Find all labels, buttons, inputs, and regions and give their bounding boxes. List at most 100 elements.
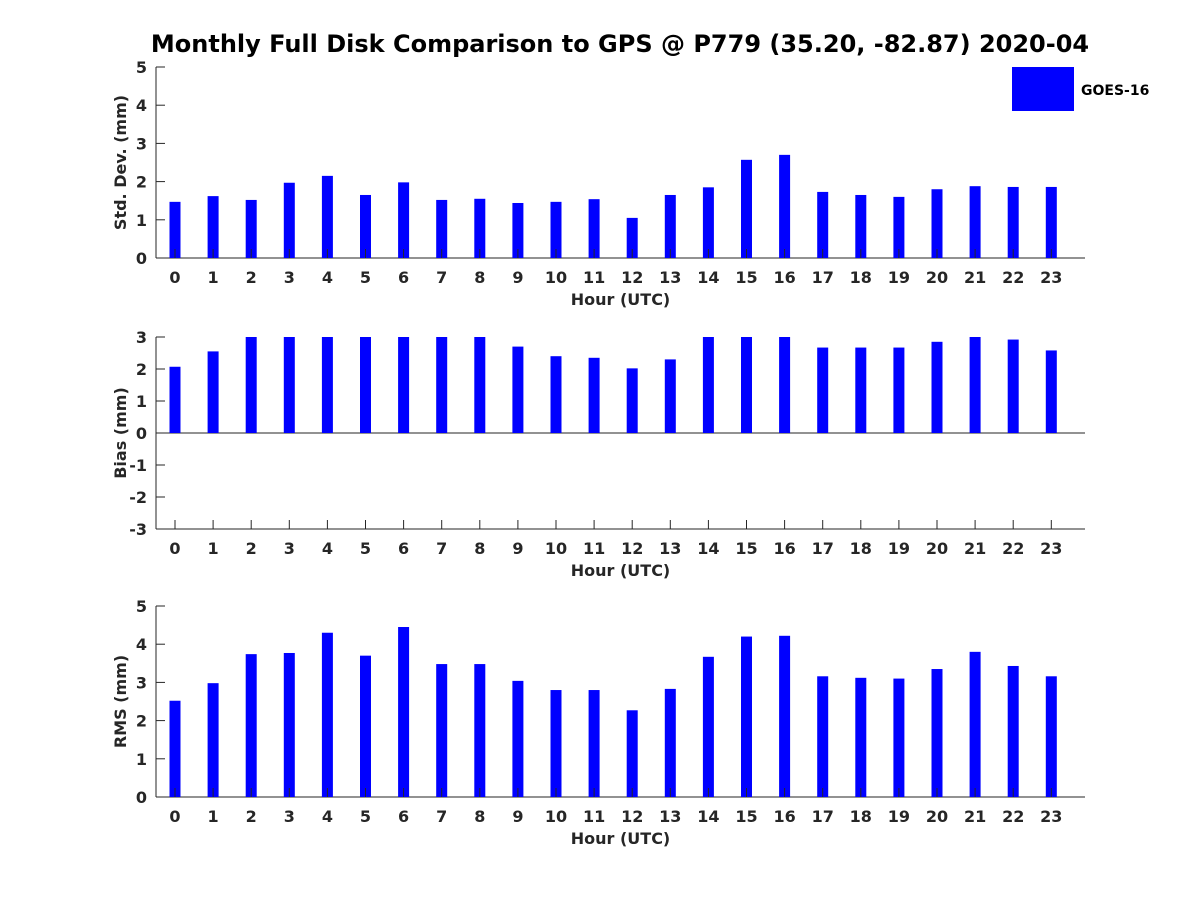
panel-2-x-tick-label: 3 bbox=[284, 539, 295, 558]
panel-1-x-tick-label: 8 bbox=[474, 268, 485, 287]
panel-2-bar-hour-5 bbox=[360, 337, 371, 433]
panel-1-bar-hour-11 bbox=[588, 199, 600, 258]
panel-3-bar-hour-11 bbox=[588, 690, 600, 797]
panel-1-bar-hour-21 bbox=[969, 186, 981, 258]
panel-3-x-tick-label: 7 bbox=[436, 807, 447, 826]
panel-2-bar-hour-2 bbox=[245, 337, 257, 433]
panel-2-x-tick-label: 23 bbox=[1040, 539, 1062, 558]
panel-2-x-tick-label: 20 bbox=[926, 539, 948, 558]
panel-3-x-tick-label: 21 bbox=[964, 807, 986, 826]
panel-2-x-tick-label: 19 bbox=[888, 539, 910, 558]
panel-3-x-tick-label: 3 bbox=[284, 807, 295, 826]
panel-3-x-tick-label: 15 bbox=[735, 807, 757, 826]
panel-2-bar-hour-12 bbox=[626, 368, 638, 433]
panel-2-x-tick-label: 4 bbox=[322, 539, 333, 558]
panel-1-y-tick-label: 5 bbox=[136, 58, 147, 77]
panel-1-y-tick-label: 1 bbox=[136, 211, 147, 230]
panel-1-bar-hour-9 bbox=[512, 202, 524, 258]
panel-2-y-tick-label: 1 bbox=[136, 392, 147, 411]
panel-1-x-tick-label: 20 bbox=[926, 268, 948, 287]
panel-2-bar-hour-13 bbox=[664, 359, 676, 433]
panel-1-x-tick-label: 0 bbox=[169, 268, 180, 287]
panel-1-x-tick-label: 23 bbox=[1040, 268, 1062, 287]
panel-3-bar-hour-16 bbox=[779, 635, 791, 797]
panel-1-x-tick-label: 1 bbox=[208, 268, 219, 287]
panel-2-x-tick-label: 7 bbox=[436, 539, 447, 558]
panel-1-bar-hour-6 bbox=[398, 182, 410, 258]
panel-3-y-tick-label: 1 bbox=[136, 750, 147, 769]
panel-3-x-tick-label: 4 bbox=[322, 807, 333, 826]
figure-title: Monthly Full Disk Comparison to GPS @ P7… bbox=[150, 30, 1090, 58]
panel-2-x-tick-label: 13 bbox=[659, 539, 681, 558]
panel-1-bar-hour-3 bbox=[283, 182, 295, 258]
panel-1-x-tick-label: 11 bbox=[583, 268, 605, 287]
panel-1-x-tick-label: 6 bbox=[398, 268, 409, 287]
legend-swatch-goes-16 bbox=[1012, 67, 1074, 111]
panel-2-y-tick-label: -3 bbox=[129, 520, 147, 539]
panel-1-y-tick-label: 4 bbox=[136, 96, 147, 115]
panel-2-bar-hour-4 bbox=[321, 337, 333, 433]
panel-3-y-tick-label: 3 bbox=[136, 673, 147, 692]
panel-3-bar-hour-3 bbox=[283, 652, 295, 797]
panel-2-bar-hour-20 bbox=[931, 341, 943, 433]
panel-1-bar-hour-5 bbox=[360, 194, 371, 258]
panel-3-y-tick-label: 4 bbox=[136, 635, 147, 654]
panel-1-y-axis-title: Std. Dev. (mm) bbox=[111, 95, 130, 230]
panel-1-x-tick-label: 21 bbox=[964, 268, 986, 287]
panel-2-bar-hour-1 bbox=[207, 351, 219, 433]
panel-3-x-tick-label: 1 bbox=[208, 807, 219, 826]
panel-1-y-tick-label: 0 bbox=[136, 249, 147, 268]
panel-1-x-tick-label: 2 bbox=[246, 268, 257, 287]
panel-2-x-tick-label: 8 bbox=[474, 539, 485, 558]
panel-2-y-tick-label: -2 bbox=[129, 488, 147, 507]
panel-2-bar-hour-19 bbox=[893, 347, 905, 433]
panel-3-x-tick-label: 6 bbox=[398, 807, 409, 826]
panel-3-x-tick-label: 10 bbox=[545, 807, 567, 826]
panel-1-bar-hour-4 bbox=[321, 175, 333, 258]
panel-3-bar-hour-22 bbox=[1007, 665, 1019, 797]
panel-3-x-tick-label: 0 bbox=[169, 807, 180, 826]
panel-2-y-axis-title: Bias (mm) bbox=[111, 387, 130, 479]
panel-3-x-tick-label: 8 bbox=[474, 807, 485, 826]
panel-2-x-tick-label: 18 bbox=[850, 539, 872, 558]
panel-2-bar-hour-8 bbox=[474, 337, 486, 433]
panel-2-bar-hour-21 bbox=[969, 337, 981, 433]
panel-2-y-tick-label: 3 bbox=[136, 328, 147, 347]
panel-2-bar-hour-10 bbox=[550, 356, 562, 433]
panel-3-x-tick-label: 17 bbox=[812, 807, 834, 826]
panel-2-x-tick-label: 16 bbox=[773, 539, 795, 558]
panel-1-x-tick-label: 22 bbox=[1002, 268, 1024, 287]
panel-2-x-tick-label: 10 bbox=[545, 539, 567, 558]
panel-3-x-tick-label: 16 bbox=[773, 807, 795, 826]
panel-1-bar-hour-23 bbox=[1045, 186, 1057, 258]
panel-2-y-tick-label: -1 bbox=[129, 456, 147, 475]
panel-3-bar-hour-5 bbox=[360, 655, 371, 797]
panel-3-x-tick-label: 22 bbox=[1002, 807, 1024, 826]
panel-3-x-axis-title: Hour (UTC) bbox=[571, 829, 671, 848]
panel-1-x-tick-label: 18 bbox=[850, 268, 872, 287]
panel-1-x-tick-label: 13 bbox=[659, 268, 681, 287]
panel-3-bar-hour-7 bbox=[436, 664, 448, 797]
panel-2-bar-hour-18 bbox=[855, 347, 867, 433]
panel-1-x-tick-label: 4 bbox=[322, 268, 333, 287]
panel-1-x-tick-label: 17 bbox=[812, 268, 834, 287]
panel-3-bar-hour-9 bbox=[512, 680, 524, 797]
panel-2-x-tick-label: 9 bbox=[512, 539, 523, 558]
panel-1-bar-hour-7 bbox=[436, 199, 448, 258]
panel-2-bar-hour-11 bbox=[588, 357, 600, 433]
panel-2-bar-hour-0 bbox=[169, 366, 181, 433]
panel-3-bar-hour-19 bbox=[893, 678, 905, 797]
panel-2-bar-hour-15 bbox=[741, 337, 752, 433]
panel-2-x-axis-title: Hour (UTC) bbox=[571, 561, 671, 580]
panel-3-bar-hour-6 bbox=[398, 627, 410, 797]
panel-3-bar-hour-0 bbox=[169, 700, 181, 797]
panel-1-x-tick-label: 15 bbox=[735, 268, 757, 287]
panel-3-bar-hour-18 bbox=[855, 677, 867, 797]
panel-2-bar-hour-16 bbox=[779, 337, 791, 433]
panel-2-x-tick-label: 11 bbox=[583, 539, 605, 558]
panel-1-x-tick-label: 3 bbox=[284, 268, 295, 287]
panel-1-y-tick-label: 2 bbox=[136, 173, 147, 192]
panel-1-bar-hour-20 bbox=[931, 189, 943, 258]
panel-1-bar-hour-0 bbox=[169, 201, 181, 258]
